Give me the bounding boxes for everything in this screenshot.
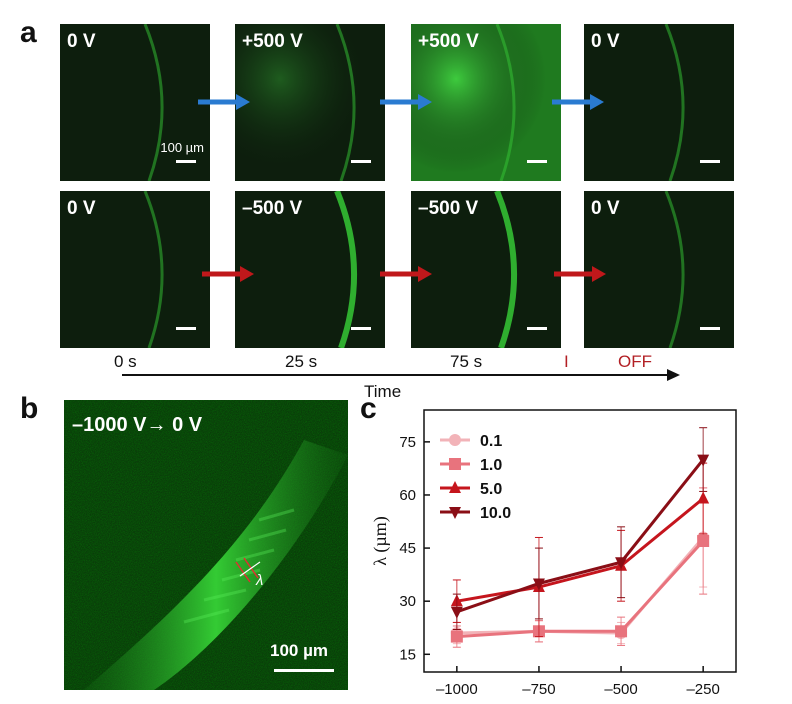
scale-bar [351,160,371,163]
arrow-bottom-2 [380,266,432,282]
micrograph-bottom-4: 0 V [584,191,734,348]
lambda-label: λ [256,572,264,589]
scale-bar-b [274,669,334,672]
off-label: OFF [618,352,652,371]
x-tick-label: –1000 [436,681,478,698]
micrograph-top-1: 0 V 100 µm [60,24,210,181]
voltage-label: +500 V [242,31,303,52]
chart-c: –1000 –750 –500 –250 15 30 45 60 75 λ (µm) 0.1 1.0 5… [370,409,737,698]
voltage-label: +500 V [418,31,479,52]
scale-bar-label-a: 100 µm [160,140,204,155]
scale-bar [351,327,371,330]
micrograph-bottom-3: –500 V [411,191,561,348]
y-tick-label: 60 [399,487,416,504]
y-axis-label: λ (µm) [370,516,391,566]
data-point [450,630,463,643]
voltage-label: 0 V [67,31,96,52]
data-point [615,557,628,570]
time-axis-label: Time [364,382,402,401]
legend-label: 5.0 [480,481,502,498]
voltage-label: 0 V [591,31,620,52]
legend-marker [449,434,461,446]
micrograph-b: –1000 V→ 0 V λ 100 µm [64,400,348,690]
micrograph-top-4: 0 V [584,24,734,181]
time-label-75: 75 s [450,352,483,371]
data-point [532,578,545,591]
x-tick-label: –750 [522,681,555,698]
data-point [697,535,710,547]
legend-label: 10.0 [480,505,511,522]
voltage-label: 0 V [591,198,620,219]
series-line-1.0 [456,539,705,639]
y-tick-label: 30 [399,593,416,610]
x-tick-label: –250 [686,681,719,698]
panel-b-title: –1000 V→ 0 V [72,414,203,436]
micrograph-top-3: +500 V [411,24,561,181]
legend-label: 0.1 [480,433,502,450]
arrow-top-2 [380,94,432,110]
scale-bar [527,327,547,330]
y-tick-label: 45 [399,540,416,557]
arrow-bottom-1 [202,266,254,282]
series-line-0.1 [456,536,705,635]
voltage-label: –500 V [418,198,479,219]
panel-label-b: b [20,392,39,425]
data-point [697,491,710,504]
scale-bar [176,327,196,330]
data-point [697,454,710,467]
micrograph-bottom-2: –500 V [235,191,385,348]
plot-frame [423,409,737,673]
y-tick-label: 75 [399,434,416,451]
voltage-label: 0 V [67,198,96,219]
scale-bar [700,160,720,163]
legend-marker [449,481,461,493]
micrograph-top-2: +500 V [235,24,385,181]
panel-label-c: c [360,392,377,425]
x-tick-label: –500 [604,681,637,698]
time-marker: I [564,352,569,371]
arrow-top-1 [198,94,250,110]
time-axis-arrow [122,369,680,381]
data-point [450,606,463,619]
series-line-10.0 [456,458,705,614]
data-point [615,625,628,638]
time-label-25: 25 s [285,352,318,371]
legend-marker [449,458,461,470]
voltage-label: –500 V [242,198,303,219]
scale-bar [176,160,196,163]
legend-marker [449,507,461,519]
scale-bar [700,327,720,330]
legend-label: 1.0 [480,457,502,474]
y-tick-label: 15 [399,646,416,663]
arrow-bottom-3 [554,266,606,282]
arrow-top-3 [552,94,604,110]
series-line-5.0 [456,497,705,603]
panel-label-a: a [20,16,37,49]
scale-bar-label-b: 100 µm [270,641,328,660]
micrograph-bottom-1: 0 V [60,191,210,348]
scale-bar [527,160,547,163]
time-label-0: 0 s [114,352,137,371]
